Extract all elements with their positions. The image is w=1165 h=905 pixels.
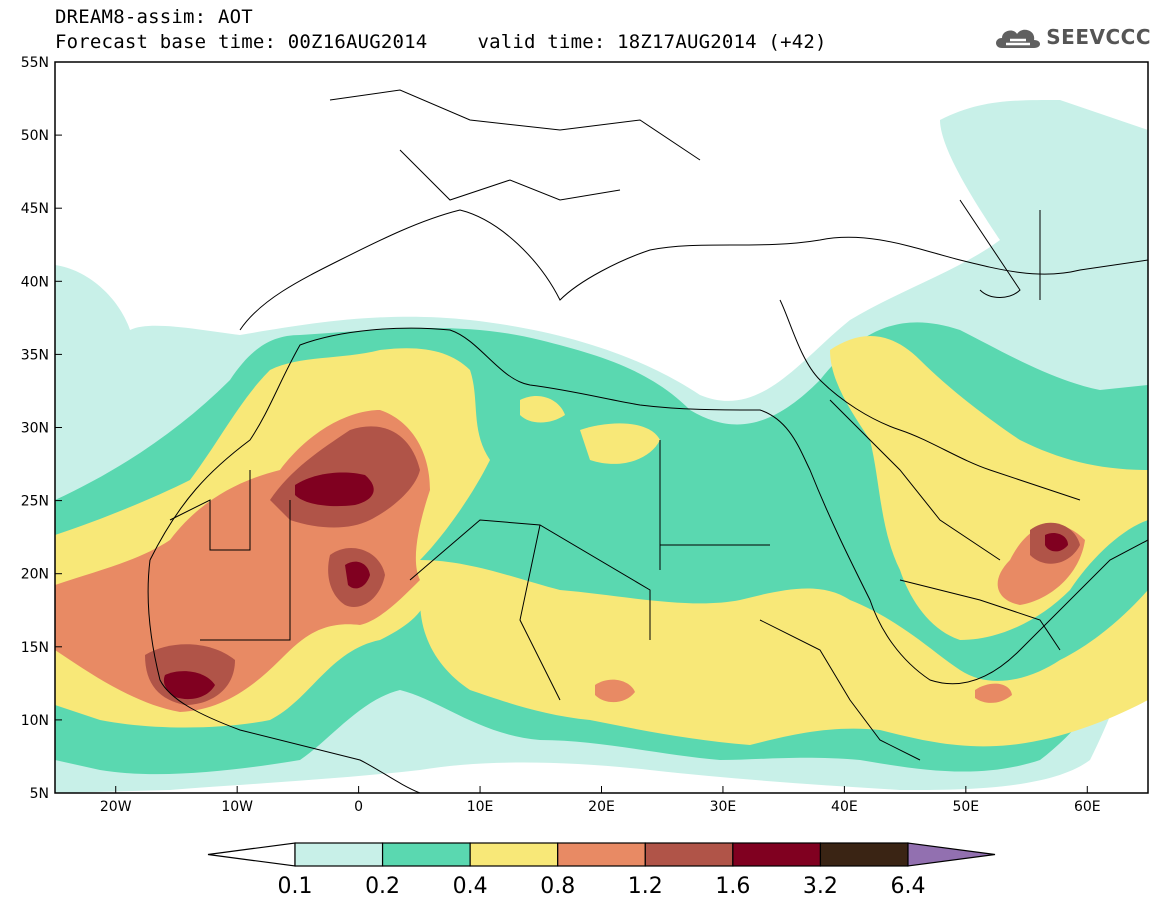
border (169, 470, 251, 551)
lat-tick-label: 45N (21, 201, 49, 217)
border (329, 89, 701, 161)
border (829, 399, 1001, 561)
colorbar-label: 3.2 (803, 874, 838, 899)
seevccc-logo: SEEVCCC (992, 22, 1151, 52)
colorbar: 0.1 0.2 0.4 0.8 1.2 1.6 3.2 6.4 (207, 842, 996, 899)
colorbar-low-arrow (207, 842, 296, 867)
aot-contours (55, 100, 1148, 793)
colorbar-segment (381, 842, 471, 867)
base-time: Forecast base time: 00Z16AUG2014 (55, 31, 428, 53)
valid-time: valid time: 18Z17AUG2014 (+42) (477, 31, 827, 53)
level-1-6-mali (345, 561, 370, 589)
lat-tick-label: 30N (21, 421, 49, 437)
colorbar-high-arrow (907, 842, 996, 867)
west-africa-coast (147, 559, 421, 793)
cloud-icon (996, 29, 1041, 48)
colorbar-label: 0.4 (453, 874, 488, 899)
level-0-8-patch (595, 679, 635, 703)
lat-tick-label: 50N (21, 128, 49, 144)
lat-tick-label: 20N (21, 567, 49, 583)
lon-tick-label: 0 (354, 799, 363, 815)
europe-coast (239, 209, 1148, 331)
logo-text: SEEVCCC (1046, 25, 1151, 49)
lat-axis: 5N 10N 15N 20N 25N 30N 35N 40N 45N 50N 55N (21, 55, 62, 802)
lon-tick-label: 10E (467, 799, 494, 815)
lon-tick-label: 60E (1074, 799, 1101, 815)
lat-tick-label: 10N (21, 713, 49, 729)
colorbar-segment (557, 842, 646, 867)
level-1-6-oman (1045, 533, 1068, 552)
lon-tick-label: 20W (100, 799, 132, 815)
lat-tick-label: 55N (21, 55, 49, 71)
lat-tick-label: 40N (21, 274, 49, 290)
lon-axis: 20W 10W 0 10E 20E 30E 40E 50E 60E (100, 786, 1101, 815)
lat-tick-label: 35N (21, 347, 49, 363)
colorbar-label: 1.2 (628, 874, 663, 899)
level-0-8-somalia (975, 683, 1012, 703)
lon-tick-label: 20E (588, 799, 615, 815)
colorbar-label: 6.4 (891, 874, 926, 899)
caspian-coast (959, 199, 1021, 298)
map-title: DREAM8-assim: AOT (55, 6, 253, 28)
colorbar-segment (294, 842, 384, 867)
lat-tick-label: 15N (21, 640, 49, 656)
middle-east-coast (779, 299, 1081, 501)
colorbar-segment (644, 842, 734, 867)
border (399, 149, 621, 201)
border (200, 500, 291, 641)
lat-tick-label: 5N (30, 786, 49, 802)
lon-tick-label: 30E (710, 799, 737, 815)
time-line: Forecast base time: 00Z16AUG2014 valid ti… (55, 31, 827, 53)
colorbar-segment (732, 842, 822, 867)
lon-tick-label: 50E (952, 799, 979, 815)
border (899, 579, 1061, 651)
border (759, 619, 921, 761)
colorbar-label: 0.1 (278, 874, 313, 899)
coastlines (147, 89, 1148, 793)
colorbar-segment (469, 842, 559, 867)
lat-tick-label: 25N (21, 494, 49, 510)
level-0-4-libya (580, 423, 660, 464)
level-1-6-senegal (163, 671, 215, 700)
north-africa-coast (149, 327, 1148, 685)
colorbar-label: 1.6 (715, 874, 750, 899)
lon-tick-label: 10W (221, 799, 253, 815)
level-1-6-algeria (295, 472, 374, 507)
border (519, 524, 561, 701)
colorbar-label: 0.2 (365, 874, 400, 899)
level-0-4-patch (520, 395, 565, 423)
colorbar-segment (819, 842, 909, 867)
colorbar-label: 0.8 (540, 874, 575, 899)
lon-tick-label: 40E (831, 799, 858, 815)
